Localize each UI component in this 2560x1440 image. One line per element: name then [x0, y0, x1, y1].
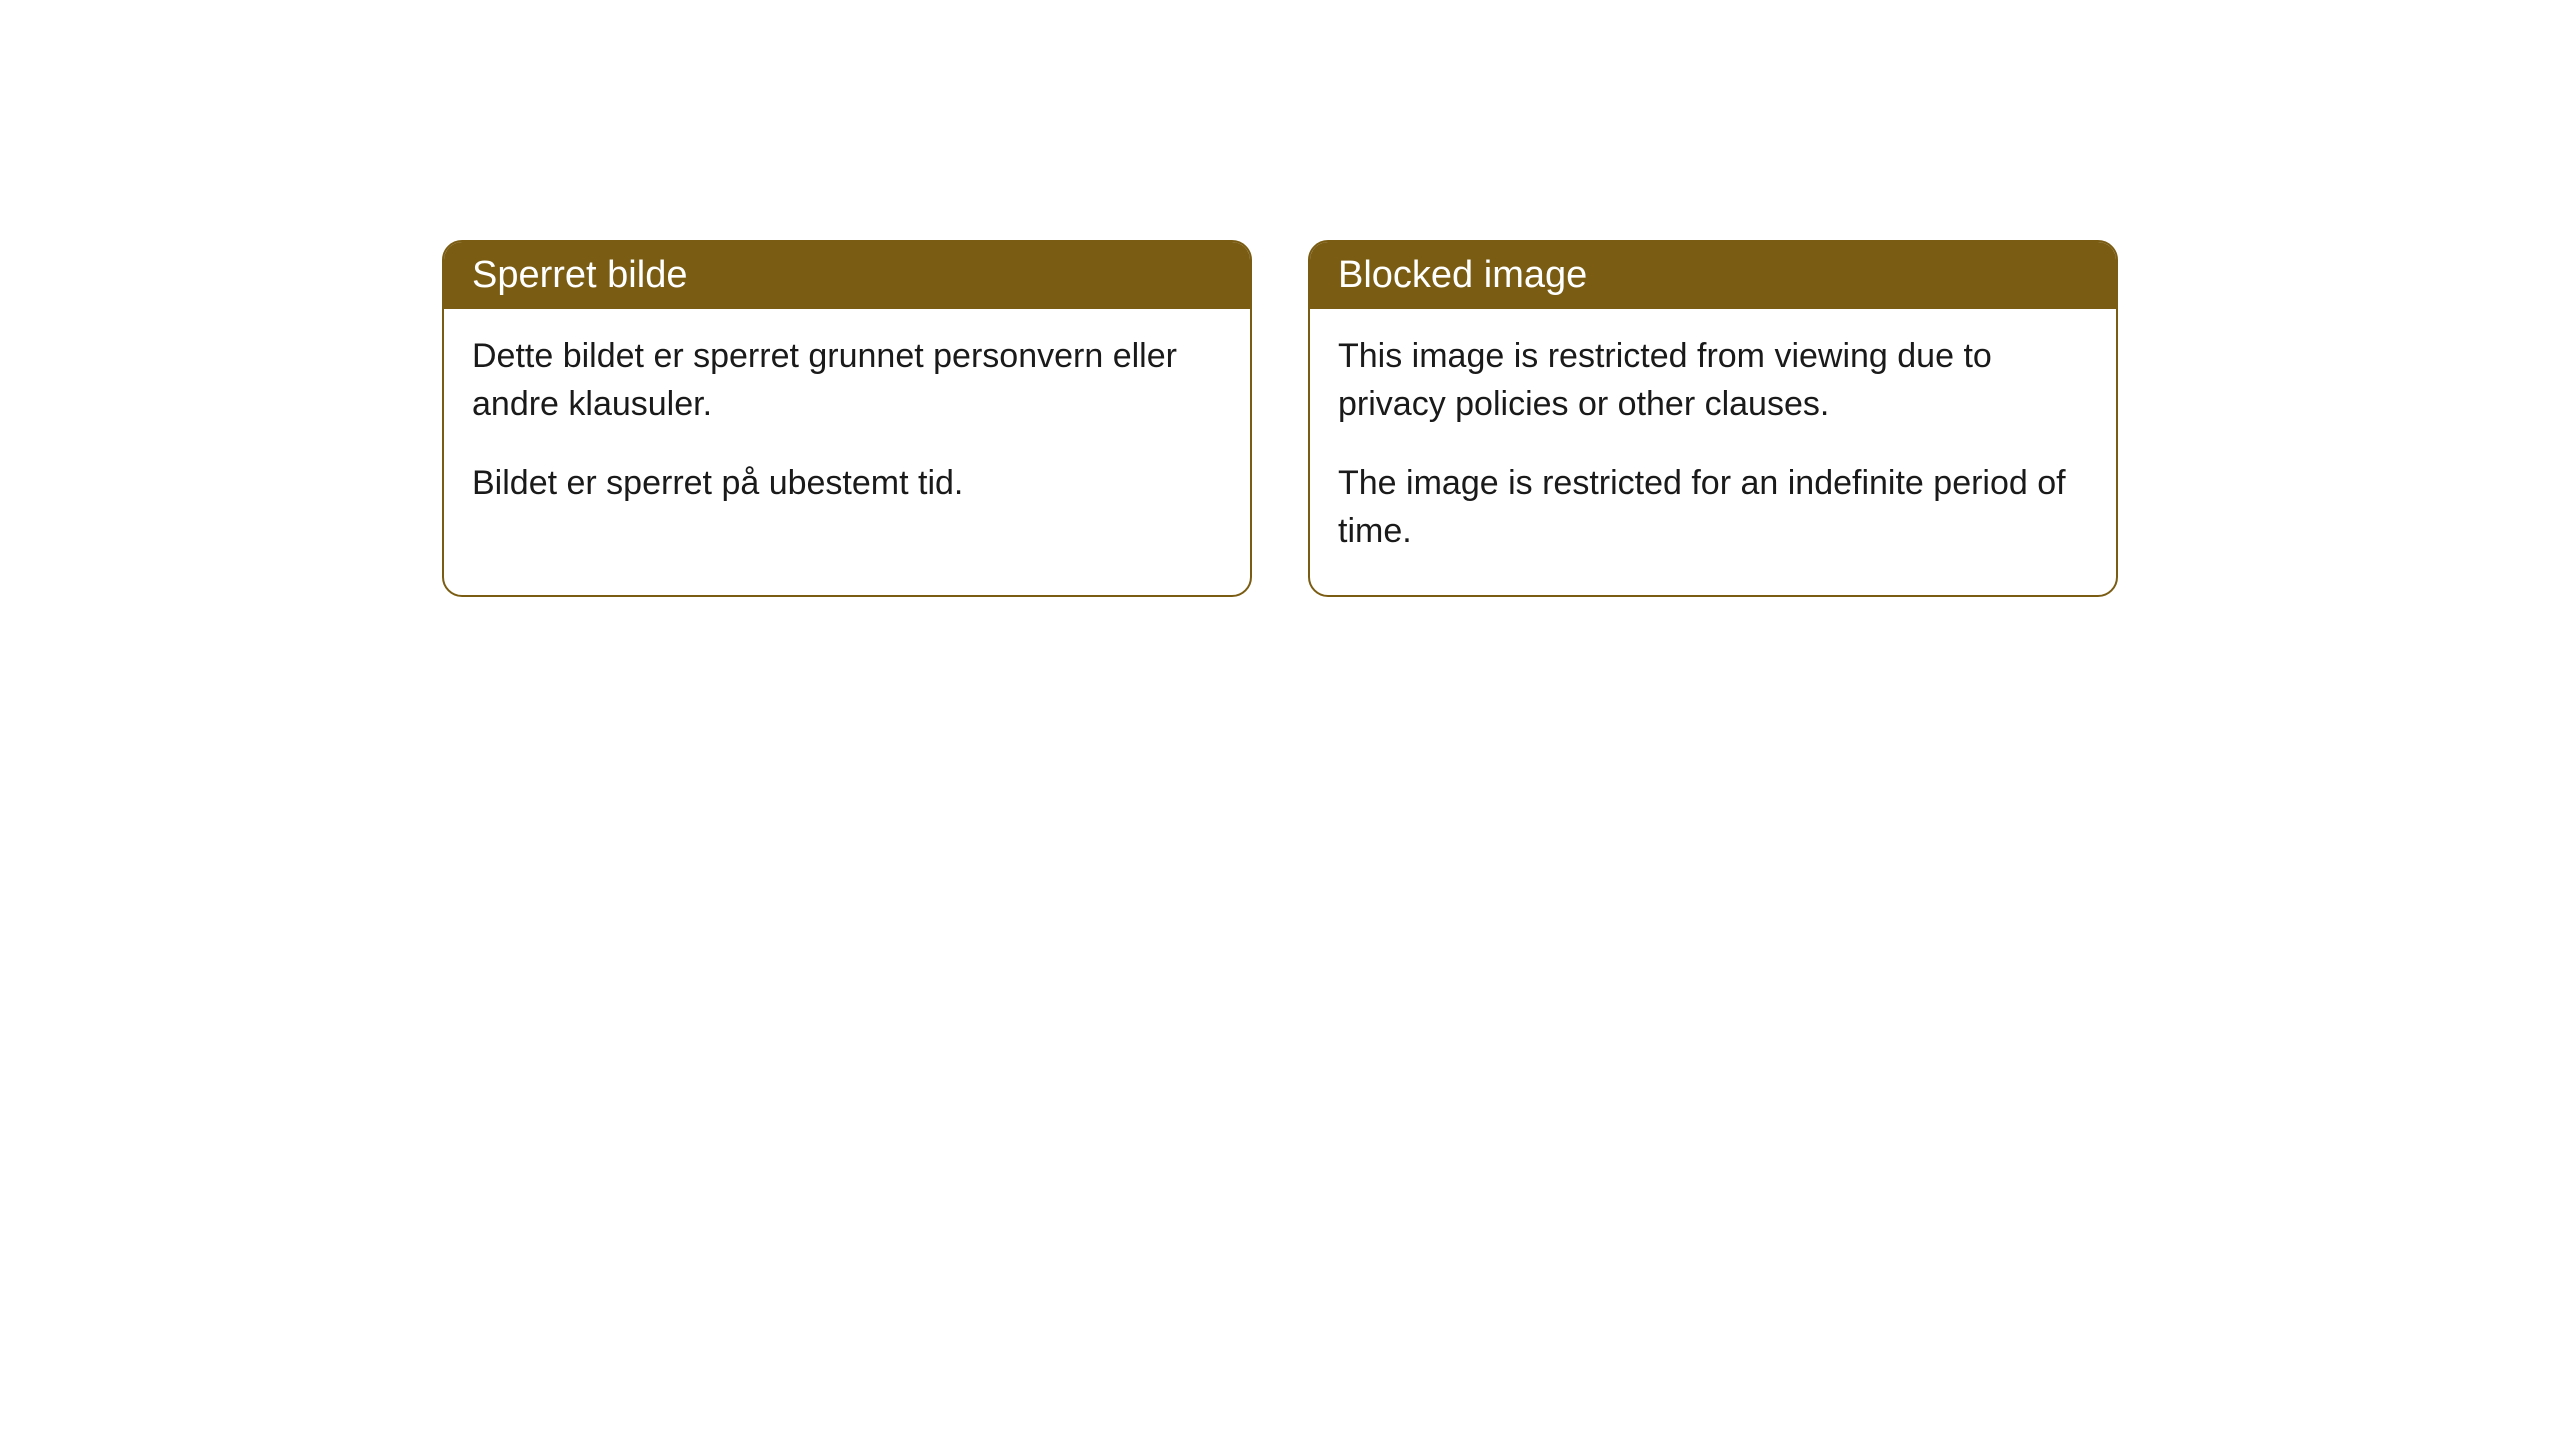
card-body-english: This image is restricted from viewing du… [1310, 309, 2116, 595]
notice-container: Sperret bilde Dette bildet er sperret gr… [0, 240, 2560, 597]
notice-text-line2: The image is restricted for an indefinit… [1338, 460, 2088, 555]
notice-text-line1: Dette bildet er sperret grunnet personve… [472, 333, 1222, 428]
card-body-norwegian: Dette bildet er sperret grunnet personve… [444, 309, 1250, 548]
card-header-norwegian: Sperret bilde [444, 242, 1250, 309]
card-header-english: Blocked image [1310, 242, 2116, 309]
blocked-image-card-norwegian: Sperret bilde Dette bildet er sperret gr… [442, 240, 1252, 597]
blocked-image-card-english: Blocked image This image is restricted f… [1308, 240, 2118, 597]
notice-text-line1: This image is restricted from viewing du… [1338, 333, 2088, 428]
notice-text-line2: Bildet er sperret på ubestemt tid. [472, 460, 1222, 508]
